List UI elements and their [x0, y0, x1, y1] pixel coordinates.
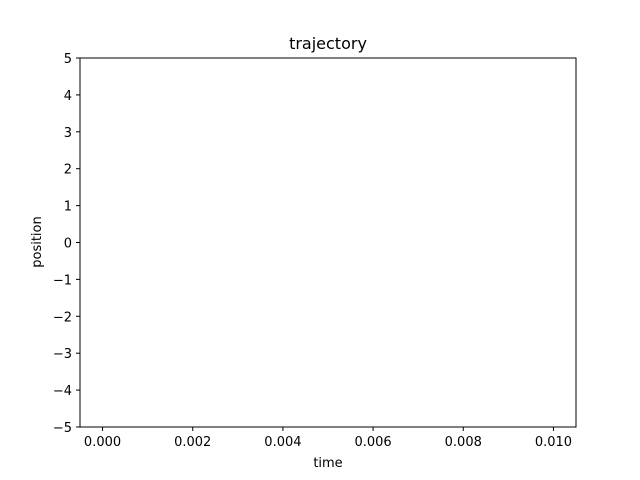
y-tick-label: −1 [53, 273, 72, 288]
y-tick-label: 0 [64, 237, 72, 252]
x-tick-label: 0.002 [174, 435, 211, 450]
axes-frame [79, 57, 577, 428]
plot-area [79, 57, 577, 428]
y-tick-label: 1 [64, 200, 72, 215]
x-axis: 0.000 0.002 0.004 0.006 0.008 0.010 [84, 427, 572, 450]
y-tick-label: 2 [64, 163, 72, 178]
y-axis-label: position [30, 216, 45, 268]
y-axis: −5 −4 −3 −2 −1 0 1 2 3 4 5 [53, 52, 80, 436]
y-tick-label: 5 [64, 52, 72, 67]
y-tick-label: −4 [53, 384, 72, 399]
x-tick-label: 0.004 [264, 435, 301, 450]
y-tick-label: −5 [53, 421, 72, 436]
x-tick-label: 0.010 [535, 435, 572, 450]
y-tick-label: −3 [53, 347, 72, 362]
y-tick-label: 3 [64, 126, 72, 141]
x-tick-label: 0.008 [445, 435, 482, 450]
y-tick-label: −2 [53, 310, 72, 325]
x-tick-label: 0.006 [354, 435, 391, 450]
x-tick-label: 0.000 [84, 435, 121, 450]
x-axis-label: time [313, 456, 342, 471]
chart-title: trajectory [289, 34, 367, 53]
y-tick-label: 4 [64, 89, 72, 104]
